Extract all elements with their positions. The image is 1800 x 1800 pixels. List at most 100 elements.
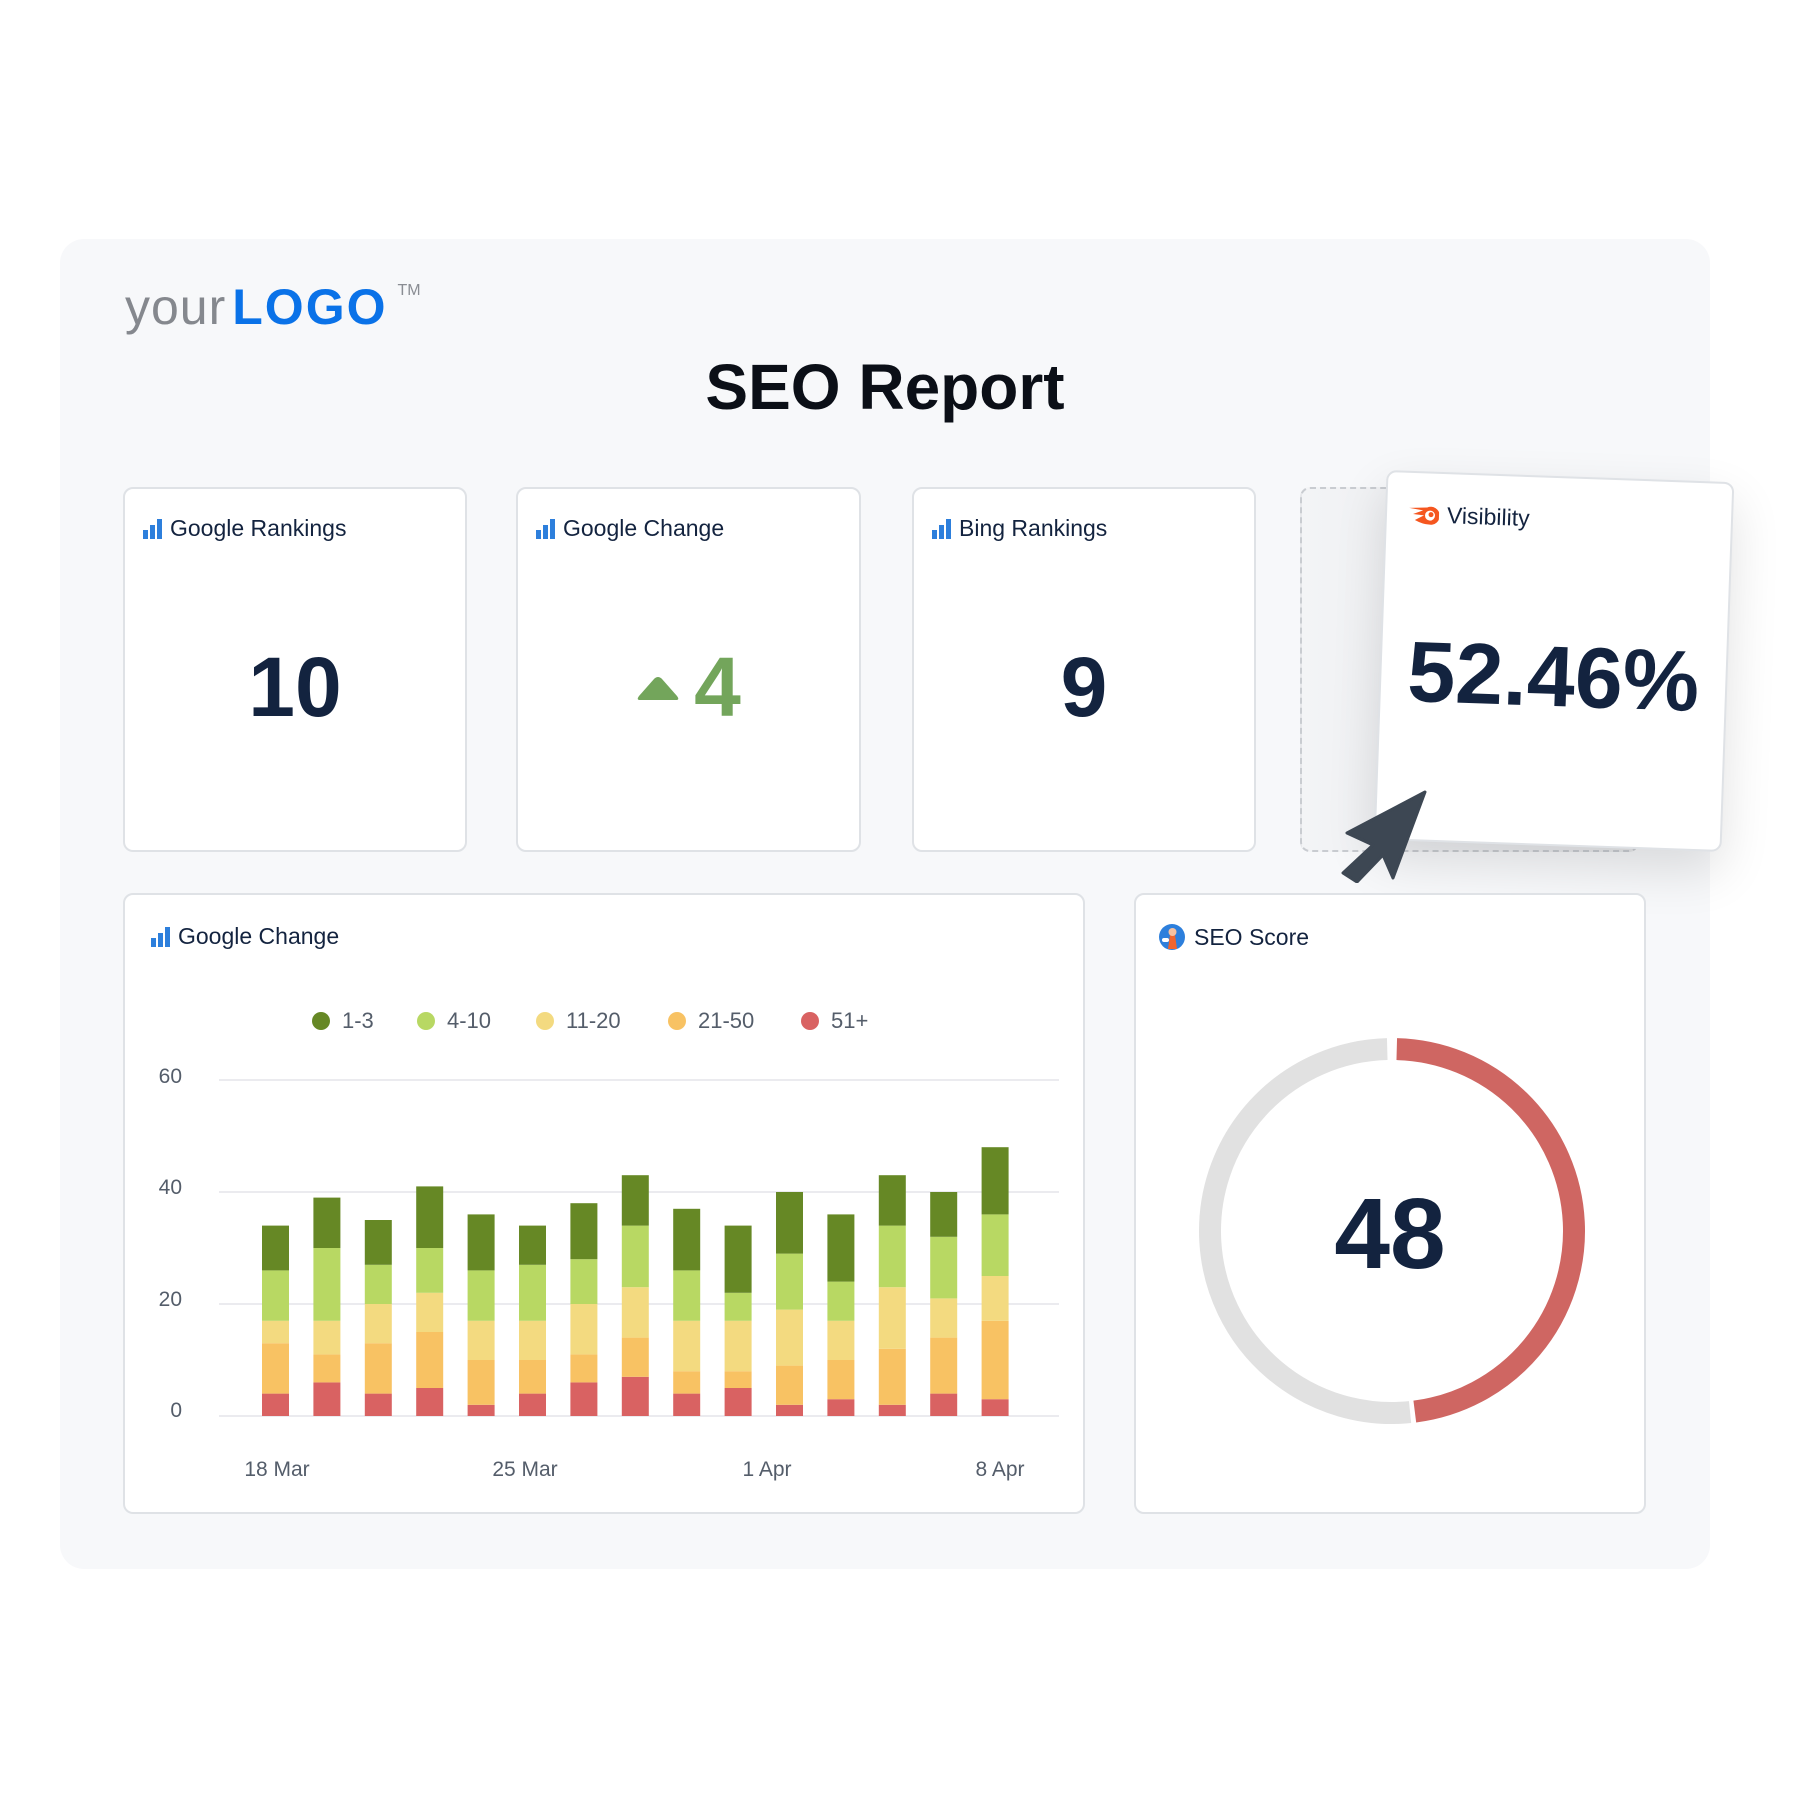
legend-item-4-10[interactable]: 4-10 [417,1008,491,1034]
bar-segment-1-3[interactable] [467,1214,495,1271]
bar-segment-11-20[interactable] [981,1276,1009,1321]
bar-segment-11-20[interactable] [364,1304,392,1344]
bar-segment-4-10[interactable] [570,1259,598,1304]
bar-segment-1-3[interactable] [724,1225,752,1293]
bar-segment-21-50[interactable] [416,1332,444,1388]
bar-segment-51+[interactable] [827,1399,855,1416]
bar-segment-21-50[interactable] [981,1320,1009,1400]
bar-segment-21-50[interactable] [776,1365,803,1405]
google-change-chart-card: Google Change 0 20 40 60 18 Mar 25 Mar 1… [123,893,1085,1514]
bar-segment-11-20[interactable] [776,1309,803,1366]
bar-segment-21-50[interactable] [364,1343,392,1394]
bar-segment-11-20[interactable] [570,1304,598,1355]
bar-segment-4-10[interactable] [827,1281,855,1321]
bar-segment-51+[interactable] [416,1388,444,1416]
legend-item-11-20[interactable]: 11-20 [536,1008,621,1034]
bar-segment-4-10[interactable] [878,1225,906,1288]
bar-chart-icon [151,926,170,947]
bar-segment-21-50[interactable] [313,1354,341,1383]
stacked-bar-chart [219,1079,1059,1417]
bar-segment-1-3[interactable] [621,1175,649,1226]
bar-segment-4-10[interactable] [416,1248,444,1293]
bar-segment-51+[interactable] [981,1399,1009,1416]
bar-segment-11-20[interactable] [930,1298,958,1338]
bar-segment-1-3[interactable] [673,1208,701,1271]
card-title: Bing Rankings [959,515,1108,541]
legend-item-21-50[interactable]: 21-50 [668,1008,754,1034]
bar-segment-4-10[interactable] [776,1253,803,1310]
bar-segment-11-20[interactable] [621,1287,649,1338]
google-change-card[interactable]: Google Change 4 [516,487,861,852]
card-title: Google Rankings [170,515,347,541]
bar-segment-1-3[interactable] [519,1225,546,1265]
bar-segment-11-20[interactable] [262,1320,289,1344]
bar-segment-11-20[interactable] [467,1320,495,1360]
visibility-card[interactable]: Visibility 52.46% [1373,470,1735,852]
bar-segment-1-3[interactable] [878,1175,906,1226]
seo-score-icon [1159,924,1185,950]
bar-segment-21-50[interactable] [673,1371,701,1394]
bar-segment-51+[interactable] [878,1404,906,1416]
bar-segment-51+[interactable] [621,1376,649,1416]
bar-segment-51+[interactable] [467,1404,495,1416]
bar-segment-11-20[interactable] [313,1320,341,1355]
bar-segment-1-3[interactable] [416,1186,444,1248]
y-tick-label: 0 [170,1399,182,1422]
bar-segment-51+[interactable] [724,1388,752,1416]
bar-segment-4-10[interactable] [364,1264,392,1304]
bar-segment-21-50[interactable] [467,1360,495,1405]
bar-segment-4-10[interactable] [467,1270,495,1321]
bar-segment-1-3[interactable] [570,1203,598,1260]
bing-rankings-card[interactable]: Bing Rankings 9 [912,487,1256,852]
bar-segment-1-3[interactable] [981,1147,1009,1215]
bar-segment-11-20[interactable] [827,1320,855,1360]
bar-segment-4-10[interactable] [673,1270,701,1321]
legend-dot [668,1012,686,1030]
bar-segment-51+[interactable] [776,1404,803,1416]
bar-segment-4-10[interactable] [262,1270,289,1321]
bar-segment-1-3[interactable] [262,1225,289,1271]
google-rankings-card[interactable]: Google Rankings 10 [123,487,467,852]
bar-segment-1-3[interactable] [776,1192,803,1254]
bar-segment-51+[interactable] [262,1393,289,1416]
bar-segment-1-3[interactable] [930,1192,958,1237]
bar-segment-51+[interactable] [673,1393,701,1416]
page-title: SEO Report [705,351,1065,423]
bar-segment-11-20[interactable] [878,1287,906,1349]
seo-score-card[interactable]: SEO Score 48 [1134,893,1646,1514]
bar-segment-4-10[interactable] [724,1292,752,1321]
bar-segment-1-3[interactable] [827,1214,855,1282]
bar-segment-51+[interactable] [519,1393,546,1416]
bar-segment-51+[interactable] [364,1393,392,1416]
bar-segment-4-10[interactable] [313,1248,341,1321]
bar-segment-51+[interactable] [930,1393,958,1416]
bar-segment-11-20[interactable] [416,1292,444,1332]
bar-segment-11-20[interactable] [673,1320,701,1372]
bar-segment-51+[interactable] [313,1382,341,1416]
bar-segment-21-50[interactable] [262,1343,289,1394]
arrow-up-icon [637,676,679,700]
bar-segment-21-50[interactable] [519,1360,546,1394]
legend-item-51plus[interactable]: 51+ [801,1008,868,1034]
bar-segment-21-50[interactable] [930,1337,958,1394]
x-tick-label: 1 Apr [742,1458,792,1481]
bar-segment-4-10[interactable] [621,1225,649,1288]
bar-segment-21-50[interactable] [878,1348,906,1405]
bar-segment-11-20[interactable] [519,1320,546,1360]
bar-segment-21-50[interactable] [570,1354,598,1383]
bar-segment-11-20[interactable] [724,1320,752,1372]
cursor-icon [1341,790,1427,883]
bar-segment-4-10[interactable] [930,1236,958,1299]
google-change-value: 4 [694,640,741,734]
y-tick-label: 60 [158,1065,182,1088]
bar-segment-21-50[interactable] [724,1371,752,1388]
bar-segment-4-10[interactable] [519,1264,546,1321]
bar-segment-51+[interactable] [570,1382,598,1416]
bar-segment-21-50[interactable] [827,1360,855,1400]
legend-item-1-3[interactable]: 1-3 [312,1008,374,1034]
bar-segment-4-10[interactable] [981,1214,1009,1276]
bar-segment-1-3[interactable] [364,1220,392,1265]
bar-segment-1-3[interactable] [313,1197,341,1248]
logo-trademark: TM [397,282,421,299]
bar-segment-21-50[interactable] [621,1337,649,1377]
